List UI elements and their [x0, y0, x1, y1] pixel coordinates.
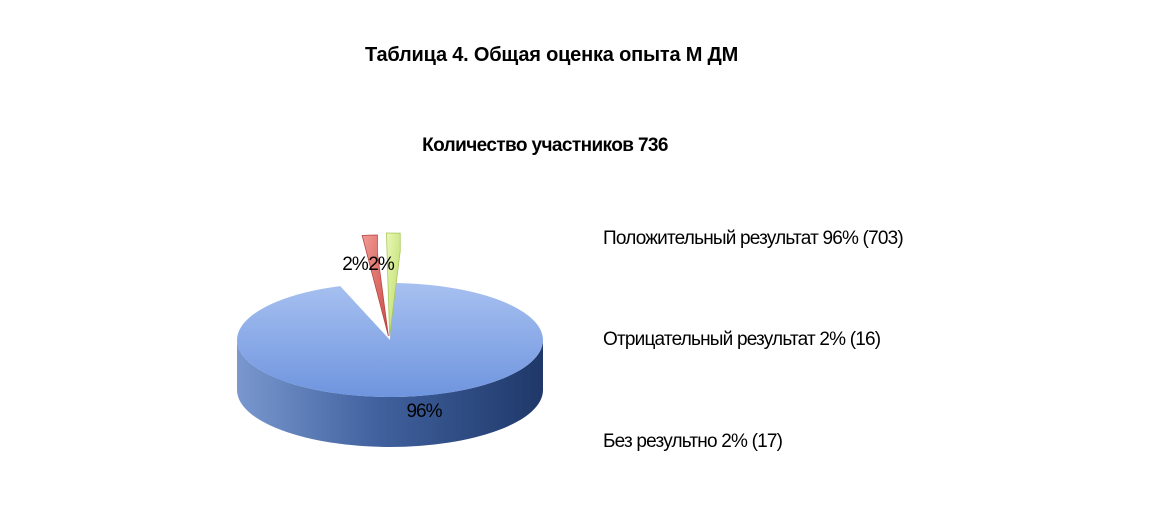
figure-title: Таблица 4. Общая оценка опыта М ДМ: [364, 44, 739, 66]
pie-slice-negative: [361, 234, 389, 337]
legend-item-positive: Положительный результат 96% (703): [603, 228, 904, 249]
data-label-negative: 2%: [342, 254, 369, 275]
pie-slice-positive: [237, 283, 544, 397]
data-label-positive: 96%: [406, 401, 442, 422]
data-label-none: 2%: [368, 254, 395, 275]
chart-subtitle: Количество участников 736: [422, 135, 668, 156]
pie-slice-side: [237, 340, 543, 447]
legend-item-none: Без результно 2% (17): [603, 431, 783, 452]
legend-item-negative: Отрицательный результат 2% (16): [603, 329, 881, 350]
pie-slice-none: [386, 232, 401, 337]
